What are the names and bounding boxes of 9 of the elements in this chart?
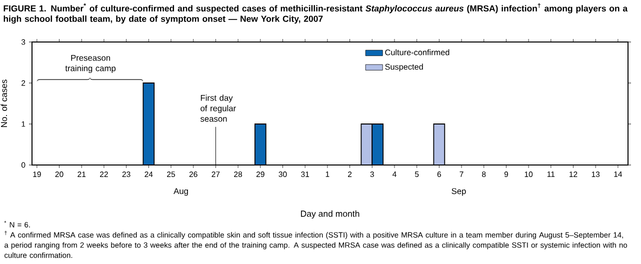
legend-label: Suspected <box>385 64 423 72</box>
chart-title: FIGURE 1. Number$^{*}$ of culture-confirmed and suspected cases of methicillin-resistant Staphylococcus aureus (MRSA) infection$^{†}$ among players on a high school football team, by date of symptom onset — New York City, 2007 <box>4 3 628 24</box>
text: Aug <box>174 188 188 196</box>
y-axis-title: No. of cases <box>0 80 8 128</box>
x-axis-title: Day and month <box>301 210 360 219</box>
legend-label: Culture-confirmed <box>385 49 450 56</box>
annotation: Preseason training camp <box>65 54 116 73</box>
text: Sep <box>452 188 466 196</box>
ref-line-label: First day of regular season <box>200 94 236 122</box>
